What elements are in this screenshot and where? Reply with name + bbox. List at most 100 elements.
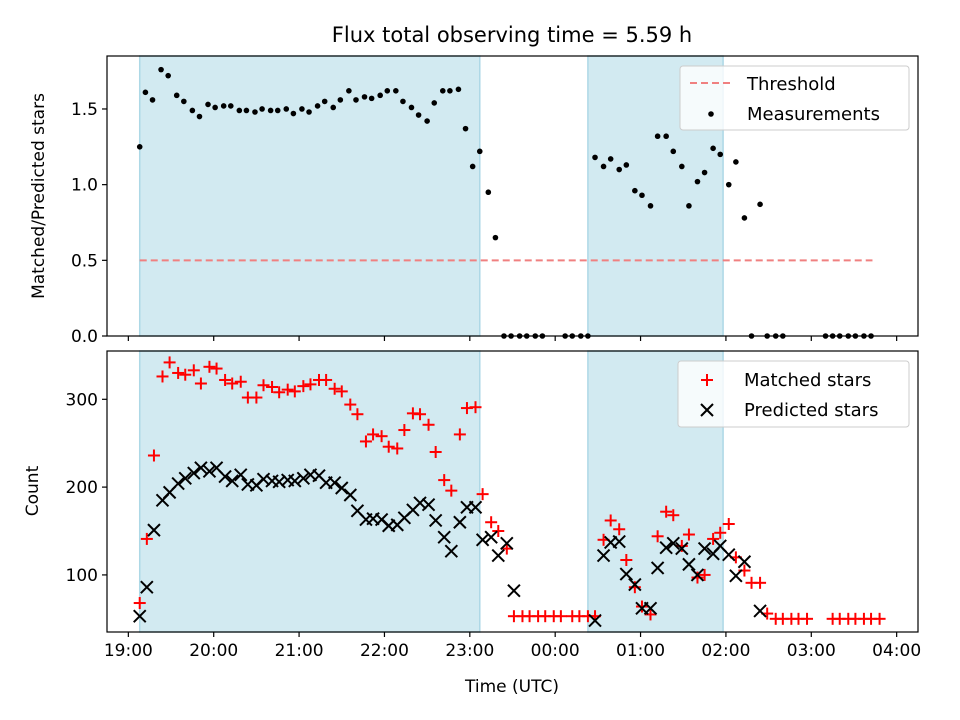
measurements-point: [259, 106, 265, 112]
matched-stars-point: [351, 408, 364, 421]
y-axis-label-ratio: Matched/Predicted stars: [29, 93, 49, 299]
predicted-stars-point: [682, 557, 696, 572]
predicted-stars-point: [484, 530, 498, 544]
measurements-point: [361, 94, 368, 100]
matched-stars-point: [210, 362, 223, 375]
matched-stars-point: [172, 366, 185, 379]
matched-stars-point: [250, 391, 263, 404]
measurements-point: [647, 203, 654, 209]
count-panel: Count 100 200 300 19:00 20:00 21:00 22:00 23:00…: [23, 350, 921, 661]
matched-stars-point: [453, 428, 466, 441]
predicted-stars-point: [147, 523, 161, 537]
x-tick-label: 04:00: [872, 641, 921, 661]
matched-legend-swatch: [701, 374, 713, 386]
predicted-stars-point: [697, 541, 712, 556]
matched-stars-point: [335, 385, 348, 398]
ratio-legend-box: [679, 65, 910, 131]
predicted-stars-point: [194, 461, 208, 475]
measurements-legend-swatch: [708, 111, 714, 117]
measurements-point: [592, 154, 598, 161]
matched-stars-point: [682, 528, 695, 541]
predicted-stars-point: [178, 471, 192, 486]
measurements-point: [607, 156, 614, 162]
ratio-y-tick-label: 1.0: [71, 176, 98, 196]
measurements-point: [236, 107, 243, 114]
predicted-stars-point: [202, 464, 217, 479]
measurements-point: [149, 97, 156, 103]
x-tick-label: 03:00: [787, 641, 836, 661]
predicted-stars-point: [666, 536, 680, 551]
measurements-point: [252, 109, 258, 115]
predicted-stars-point: [171, 476, 185, 491]
matched-stars-point: [328, 382, 341, 395]
matched-stars-point: [156, 370, 169, 383]
measurements-point: [455, 86, 462, 93]
predicted-legend-swatch: [700, 403, 714, 417]
predicted-stars-point: [675, 541, 689, 556]
matched-stars-point: [266, 381, 279, 394]
matched-stars-point: [391, 442, 404, 455]
matched-stars-point: [485, 516, 498, 529]
matched-stars-point: [635, 600, 648, 613]
predicted-stars-point: [218, 469, 232, 484]
predicted-stars-point: [187, 466, 201, 480]
measurements-point: [306, 109, 312, 115]
matched-stars-point: [367, 428, 380, 441]
predicted-stars-point: [444, 544, 459, 558]
matched-stars-point: [754, 576, 767, 589]
measurements-point: [384, 88, 391, 94]
matched-stars-point: [203, 360, 216, 373]
measurements-point: [181, 98, 187, 105]
predicted-stars-point: [475, 533, 490, 547]
measurements-point: [346, 88, 352, 94]
measurements-point: [670, 148, 677, 155]
matched-stars-point: [273, 386, 286, 399]
x-tick-label: 21:00: [275, 641, 324, 661]
matched-stars-point: [604, 514, 617, 527]
predicted-stars-point: [288, 474, 302, 488]
measurements-point: [267, 107, 274, 114]
predicted-stars-point: [437, 530, 451, 544]
count-y-tick-label: 200: [66, 478, 98, 498]
matched-stars-point: [620, 553, 633, 566]
y-axis-label-count: Count: [23, 465, 43, 516]
matched-stars-point: [375, 430, 388, 443]
matched-stars-point: [257, 379, 270, 392]
measurements-point: [701, 169, 708, 176]
matched-stars-point: [429, 445, 442, 458]
measurements-point: [408, 104, 415, 111]
x-tick-label: 20:00: [189, 641, 238, 661]
matched-stars-point: [359, 435, 372, 448]
matched-stars-point: [698, 568, 711, 581]
predicted-stars-point: [428, 513, 443, 528]
predicted-stars-point: [491, 548, 505, 563]
predicted-stars-point: [596, 548, 611, 563]
measurements-point: [330, 104, 337, 111]
count-y-tick-label: 300: [66, 390, 98, 410]
predicted-stars-point: [133, 609, 147, 623]
predicted-stars-point: [619, 567, 634, 581]
count-legend: Matched stars Predicted stars: [677, 360, 910, 428]
predicted-stars-point: [722, 548, 736, 562]
matched-stars-point: [304, 378, 317, 391]
figure-title: Flux total observing time = 5.59 h: [332, 23, 692, 47]
predicted-stars-point: [628, 577, 642, 592]
measurements-point: [632, 187, 638, 194]
measurements-point: [290, 110, 297, 117]
count-y-tick-label: 100: [66, 566, 98, 586]
measurements-point: [485, 189, 492, 196]
matched-stars-point: [398, 424, 411, 437]
matched-stars-point: [422, 418, 435, 431]
matched-stars-point: [667, 509, 680, 522]
matched-stars-point: [281, 383, 294, 396]
predicted-stars-point: [753, 604, 767, 618]
ratio-legend: Threshold Measurements: [679, 65, 910, 131]
measurements-point: [158, 66, 164, 73]
measurements-point: [165, 72, 171, 79]
matched-stars-point: [644, 608, 657, 621]
measurements-point: [212, 104, 218, 111]
measurements-point: [173, 92, 180, 99]
measurements-point: [476, 148, 483, 155]
matched-stars-point: [660, 505, 673, 518]
